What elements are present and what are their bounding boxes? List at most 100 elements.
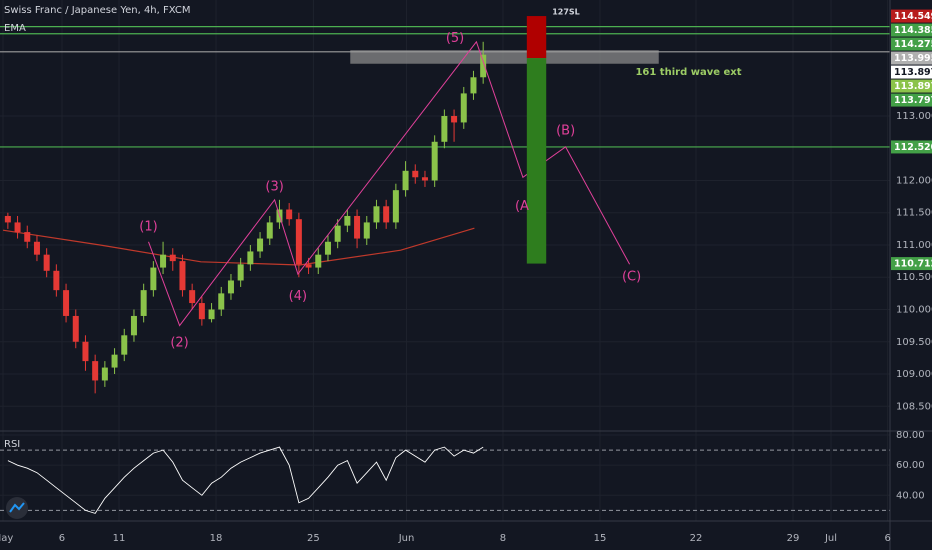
position-label: 127SL [552,8,580,17]
rsi-line [7,446,484,514]
x-tick-label: 18 [210,533,223,544]
take-profit-box [526,58,547,264]
price-label-box [891,257,932,271]
x-tick-label: 15 [594,533,607,544]
candle-body [305,264,312,268]
candle-body [218,293,225,310]
price-label: 114.549 [894,11,932,22]
y-tick-label: 111.500 [896,208,932,219]
candle-body [43,254,50,271]
candle-body [179,261,186,291]
x-tick-label: 25 [307,533,320,544]
y-tick-label: 109.000 [896,369,932,380]
y-tick-label: 80.00 [896,430,925,441]
x-tick-label: May [0,533,13,544]
y-tick-label: 110.000 [896,305,932,316]
price-label: 113.897 [894,67,932,78]
candle-body [169,254,176,262]
candle-body [373,206,380,223]
price-label: 110.712 [894,259,932,270]
candle-body [227,280,234,294]
price-label-box [891,93,932,107]
y-tick-label: 113.000 [896,111,932,122]
candle-body [257,238,264,252]
y-tick-label: 109.500 [896,337,932,348]
stop-loss-box [526,16,547,59]
y-tick-label: 111.000 [896,240,932,251]
candle-body [189,290,196,304]
candle-body [14,222,21,233]
y-tick-label: 110.500 [896,272,932,283]
candle-body [334,225,341,242]
price-label-box [891,9,932,23]
x-tick-label: 6 [59,533,65,544]
candle-body [208,309,215,320]
candle-body [63,290,70,316]
candle-body [121,335,128,355]
x-tick-label: Jun [398,533,415,544]
x-tick-label: Jul [824,533,837,544]
candle-body [53,270,60,291]
candle-body [150,267,157,291]
price-label-box [891,140,932,154]
symbol-title: Swiss Franc / Japanese Yen, 4h, FXCM [4,5,190,16]
candle-body [33,241,40,255]
candle-body [354,215,361,239]
price-label: 114.275 [894,39,932,50]
candle-body [451,115,458,123]
candle-body [392,190,399,223]
y-tick-label: 40.00 [896,490,925,501]
candle-body [4,215,11,223]
candle-body [72,315,79,342]
wave-label: (B) [556,123,575,138]
candle-body [198,303,205,320]
y-tick-label: 60.00 [896,460,925,471]
price-label-box [891,37,932,51]
price-label: 113.995 [894,53,932,64]
wave-label: (3) [265,179,283,194]
candle-body [324,241,331,255]
indicator-label: EMA [4,23,26,34]
candle-body [460,93,467,123]
wave-label: (1) [139,219,157,234]
candle-body [441,115,448,142]
candle-body [140,290,147,316]
candle-body [315,254,322,268]
target-zone [350,50,659,64]
candle-body [480,54,487,78]
candle-body [266,222,273,239]
annotation: 161 third wave ext [635,67,741,78]
price-label: 114.385 [894,25,932,36]
candle-body [111,354,118,368]
candle-body [295,219,302,265]
candle-body [421,177,428,181]
wave-label: (A [515,199,529,214]
candle-body [383,206,390,223]
price-label-box [891,51,932,65]
candle-body [92,361,99,381]
price-label-box [891,79,932,93]
x-tick-label: 8 [500,533,506,544]
price-label: 113.797 [894,95,932,106]
candle-body [237,264,244,281]
candle-body [363,222,370,239]
price-label-box [891,65,932,79]
price-label: 112.520 [894,142,932,153]
logo [6,497,28,519]
x-tick-label: 11 [113,533,126,544]
wave-label: (C) [622,270,641,285]
candle-body [286,209,293,220]
candle-body [344,215,351,226]
candle-body [101,367,108,381]
wave-label: (4) [289,289,307,304]
candle-body [82,341,89,362]
wave-label: (2) [170,336,188,351]
candle-body [470,77,477,94]
candle-body [412,170,419,178]
wave-projection [148,40,631,327]
wave-label: (5) [446,31,464,46]
x-tick-label: 6 [884,533,890,544]
